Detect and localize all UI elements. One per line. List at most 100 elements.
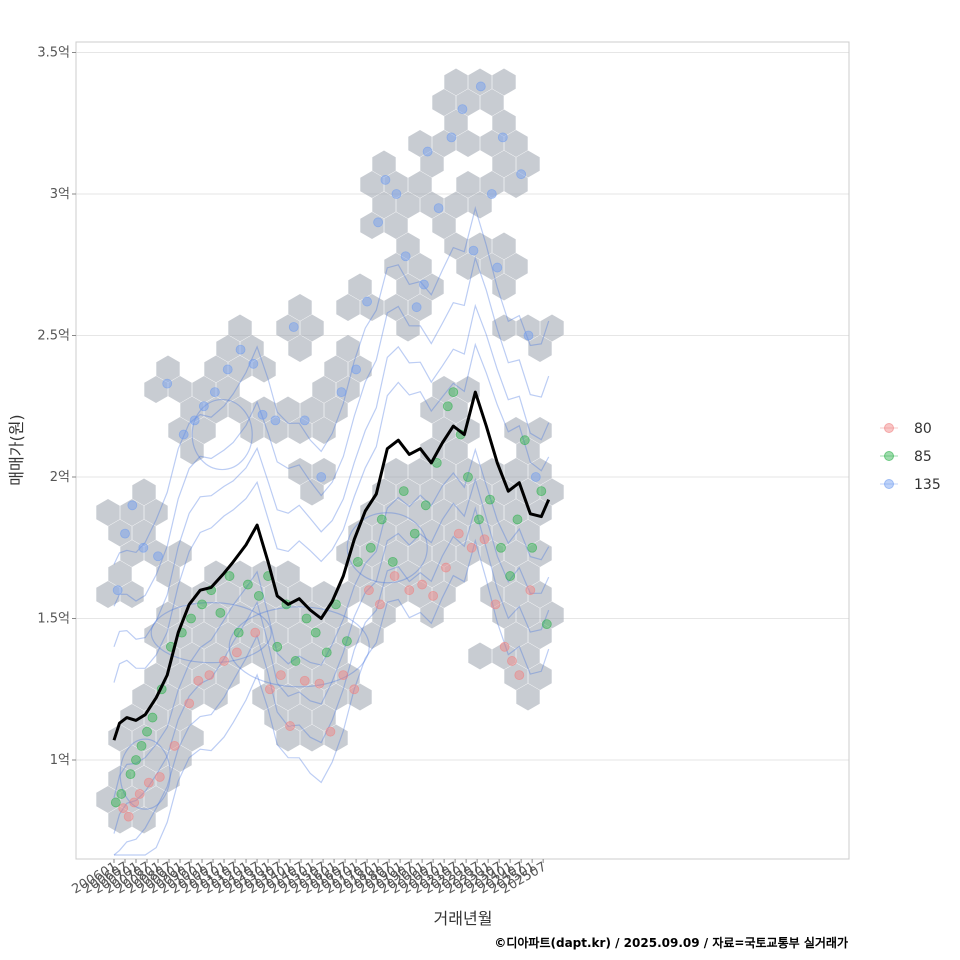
hexbin-cell	[540, 478, 564, 506]
scatter-point-85	[186, 613, 196, 624]
hexbin-cell	[456, 499, 480, 526]
density-contour-ring	[119, 738, 171, 810]
hexbin-cell	[504, 622, 528, 649]
hexbin-cell	[384, 212, 408, 239]
hexbin-cell	[216, 376, 240, 403]
y-tick-label: 2.5억	[37, 329, 70, 344]
hexbin-cell	[144, 745, 168, 772]
hexbin-cell	[528, 540, 552, 567]
scatter-point-80	[404, 585, 415, 596]
hexbin-cell	[144, 540, 168, 567]
hexbin-cell	[444, 109, 468, 137]
scatter-point-135	[468, 245, 479, 256]
hexbin-cell	[276, 724, 300, 752]
hexbin-cell	[156, 683, 180, 711]
scatter-point-80	[275, 670, 286, 680]
hexbin-cell	[384, 253, 408, 280]
scatter-point-135	[127, 500, 138, 511]
legend-key-85	[884, 451, 894, 461]
hexbin-cell	[456, 89, 480, 116]
scatter-point-135	[162, 378, 173, 389]
scatter-point-85	[398, 486, 409, 497]
hexbin-cell	[492, 68, 516, 96]
hexbin-cell	[276, 314, 300, 342]
x-axis-ticks: 2006012006072007012007072008012008072009…	[70, 859, 549, 897]
hexbin-cell	[444, 191, 468, 219]
hexbin-cell	[336, 294, 360, 321]
hexbin-cell	[432, 376, 456, 403]
hexbin-cell	[348, 355, 372, 383]
hexbin-cell	[252, 683, 276, 711]
scatter-point-135	[433, 203, 444, 214]
scatter-point-80	[441, 562, 451, 573]
scatter-point-80	[169, 740, 180, 751]
hexbin-cell	[492, 519, 516, 547]
hexbin-cell	[348, 273, 372, 301]
scatter-point-80	[364, 585, 374, 596]
hexbin-cell	[432, 212, 456, 239]
density-contour	[113, 303, 550, 648]
scatter-point-85	[253, 590, 264, 601]
hexbin-cell	[420, 560, 444, 588]
hexbin-cell	[96, 499, 120, 526]
scatter-point-135	[530, 472, 541, 482]
hexbin-cell	[408, 294, 432, 321]
density-contour	[113, 255, 550, 607]
scatter-point-80	[299, 675, 310, 686]
scatter-point-135	[299, 415, 310, 426]
scatter-point-80	[428, 590, 439, 601]
scatter-point-80	[123, 811, 134, 822]
hexbin-cell	[144, 622, 168, 649]
hexbin-cell	[264, 622, 288, 649]
hexbin-cell	[228, 601, 252, 629]
hexbin-cell	[264, 663, 288, 690]
hexbin-cell	[336, 581, 360, 608]
scatter-point-85	[519, 435, 530, 446]
hexbin-cell	[312, 417, 336, 444]
scatter-point-80	[143, 777, 154, 788]
hexbin-cell	[528, 663, 552, 690]
scatter-point-135	[457, 104, 468, 114]
hexbin-cell	[504, 171, 528, 198]
scatter-point-85	[224, 571, 235, 581]
scatter-point-80	[285, 721, 295, 731]
hexbin-cell	[312, 581, 336, 608]
hexbin-cell	[324, 724, 348, 752]
hexbin-cell	[288, 663, 312, 690]
scatter-point-135	[222, 364, 233, 375]
hexbin-cell	[216, 581, 240, 608]
hexbin-cell	[480, 171, 504, 198]
hexbin-cell	[288, 335, 312, 362]
scatter-point-85	[353, 557, 363, 567]
hexbin-cell	[384, 458, 408, 485]
hexbin-cell	[432, 581, 456, 608]
hexbin-cell	[372, 519, 396, 547]
hexbin-cell	[456, 417, 480, 444]
hexbin-cell	[408, 458, 432, 485]
hexbin-cell	[384, 294, 408, 321]
legend-label-135: 135	[914, 477, 941, 493]
hexbin-cell	[360, 581, 384, 608]
scatter-point-135	[380, 174, 391, 185]
scatter-point-80	[525, 585, 536, 596]
hexbin-cell	[444, 478, 468, 506]
scatter-point-135	[178, 429, 189, 440]
scatter-point-80	[338, 670, 349, 680]
hexbin-cell	[168, 704, 192, 731]
hexbin-layer	[96, 68, 564, 834]
hexbin-cell	[372, 560, 396, 588]
hexbin-cell	[336, 663, 360, 690]
hexbin-cell	[156, 724, 180, 752]
hexbin-cell	[180, 437, 204, 465]
hexbin-cell	[300, 314, 324, 342]
hexbin-cell	[396, 191, 420, 219]
legend: 80 85 135	[880, 421, 941, 493]
scatter-point-85	[301, 613, 312, 624]
hexbin-cell	[192, 663, 216, 690]
hexbin-cell	[444, 68, 468, 96]
hexbin-cell	[300, 601, 324, 629]
scatter-point-80	[514, 670, 525, 680]
hexbin-cell	[516, 560, 540, 588]
hexbin-cell	[432, 540, 456, 567]
hexbin-cell	[396, 232, 420, 260]
